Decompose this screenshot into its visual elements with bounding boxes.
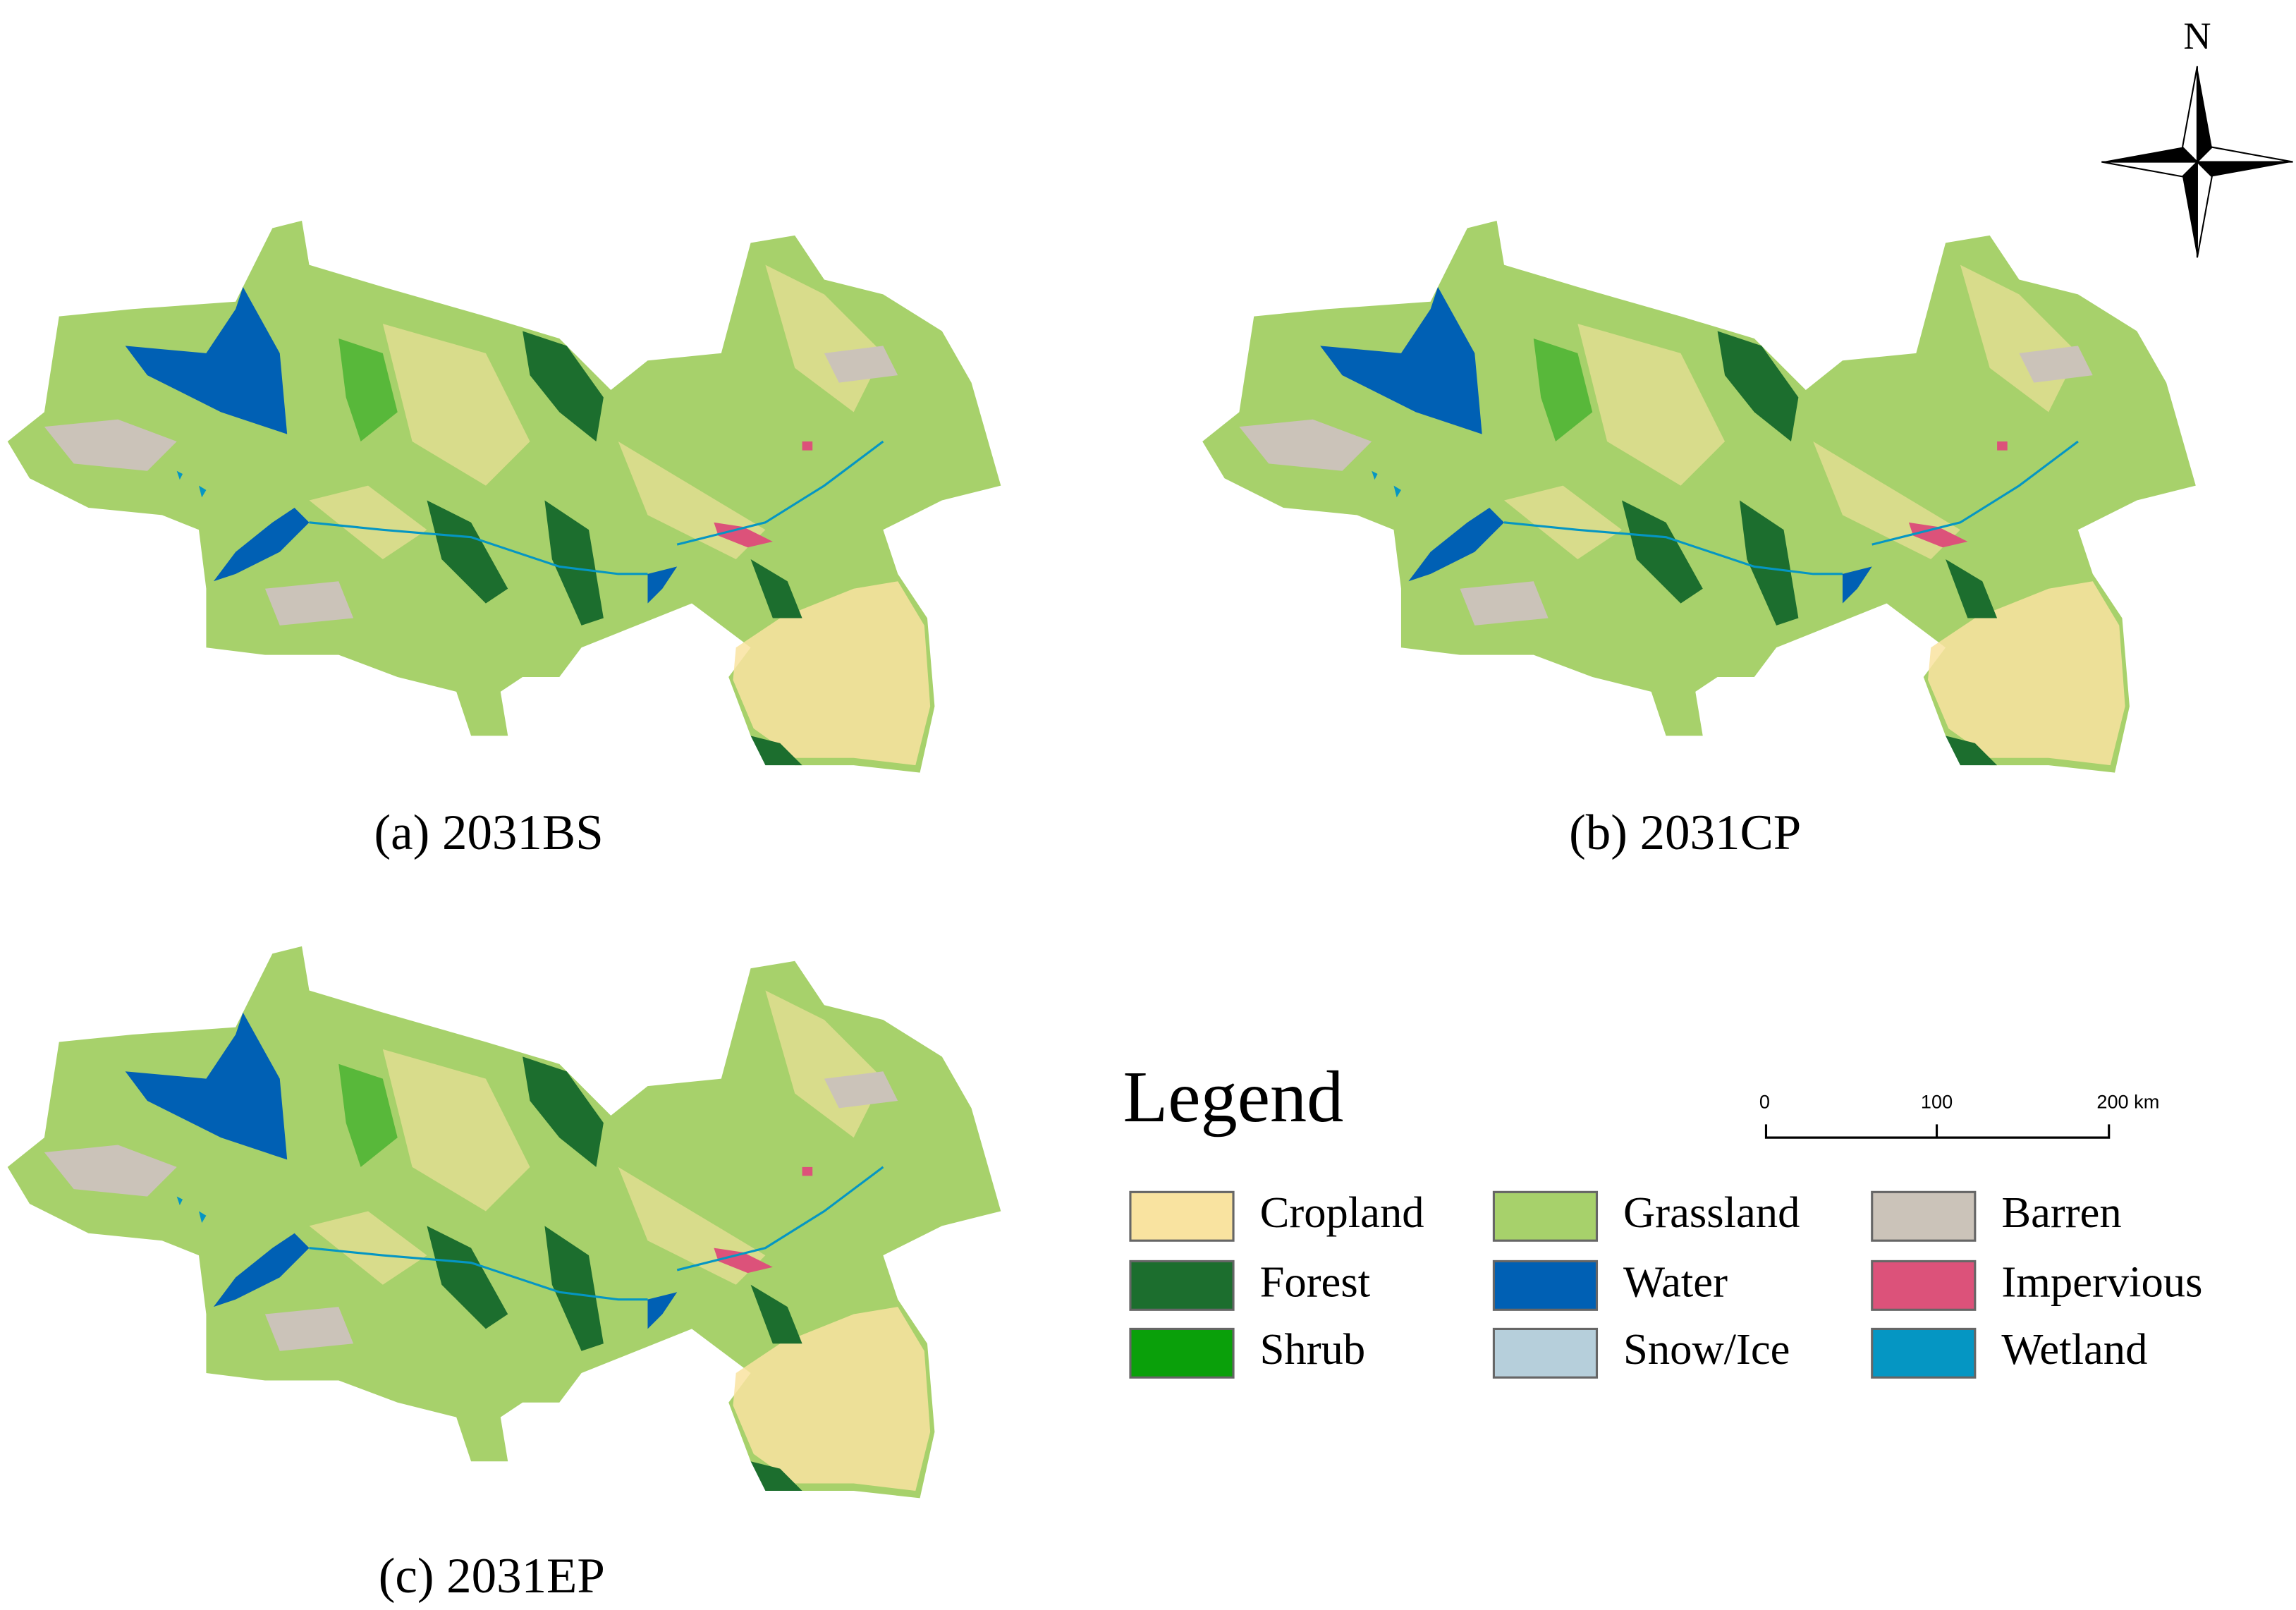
legend-swatch [1492,1327,1599,1379]
scale-label: 100 [1921,1090,1953,1112]
legend-label: Water [1623,1257,1728,1306]
caption: (b) 2031CP [1569,805,1801,860]
legend-swatch [1129,1260,1235,1311]
scale-label: 200 km [2096,1090,2159,1112]
legend-label: Forest [1260,1257,1371,1306]
legend-swatch [1129,1327,1235,1379]
legend-label: Grassland [1623,1188,1800,1237]
legend-label: Barren [2001,1188,2121,1237]
scale-bar: 0 100 200 km [1759,1090,2159,1139]
legend-swatch [1492,1260,1599,1311]
legend: Cropland Forest Shrub Grassland Water Snow/Ic… [1129,1188,2202,1379]
north-arrow: N [2101,15,2293,258]
map-c [6,945,1002,1499]
north-label: N [2183,15,2211,57]
legend-label: Impervious [2001,1257,2202,1306]
map-b [1201,219,2197,774]
map-a [6,219,1002,774]
legend-swatch [1871,1260,1977,1311]
legend-label: Shrub [1260,1324,1366,1374]
legend-label: Snow/Ice [1623,1324,1790,1374]
legend-swatch [1129,1190,1235,1242]
legend-swatch [1871,1190,1977,1242]
caption: (a) 2031BS [374,805,604,860]
legend-swatch [1492,1190,1599,1242]
scale-label: 0 [1759,1090,1770,1112]
legend-title: Legend [1123,1056,1344,1138]
legend-label: Wetland [2001,1324,2147,1374]
legend-swatch [1871,1327,1977,1379]
caption: (c) 2031EP [379,1549,605,1604]
legend-label: Cropland [1260,1188,1424,1237]
